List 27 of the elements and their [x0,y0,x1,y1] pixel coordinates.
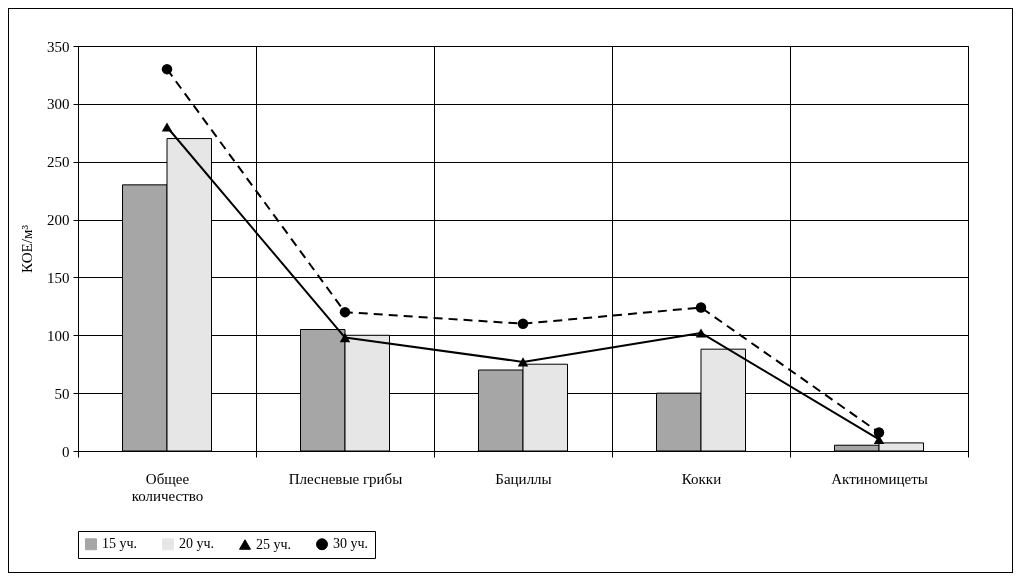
y-tick-label: 50 [54,385,70,402]
y-tick-label: 200 [47,212,70,229]
point [873,427,885,438]
point [517,318,529,329]
y-tick-label: 0 [62,443,70,460]
point [695,328,707,338]
x-tick-label: Кокки [681,470,722,487]
point [517,357,529,367]
x-tick-label: Плесневые грибы [288,470,403,487]
point [695,302,707,313]
point [161,122,173,132]
y-tick-label: 250 [47,154,70,171]
point [161,63,173,75]
legend-label: 30 уч. [333,536,369,552]
x-tick-label: Общее количество [131,470,204,504]
legend-label: 15 уч. [102,536,138,552]
y-tick-label: 100 [47,327,70,344]
x-tick-label: Бациллы [495,470,552,487]
x-tick-label: Актиномицеты [831,470,928,487]
legend-label: 20 уч. [179,536,215,552]
y-tick-label: 150 [47,269,70,286]
y-axis-title: КОЕ/м³ [19,224,35,273]
legend-label: 25 уч. [256,536,292,552]
y-tick-label: 350 [47,38,70,55]
point [339,306,351,318]
point [339,333,351,343]
y-tick-label: 300 [47,96,70,113]
